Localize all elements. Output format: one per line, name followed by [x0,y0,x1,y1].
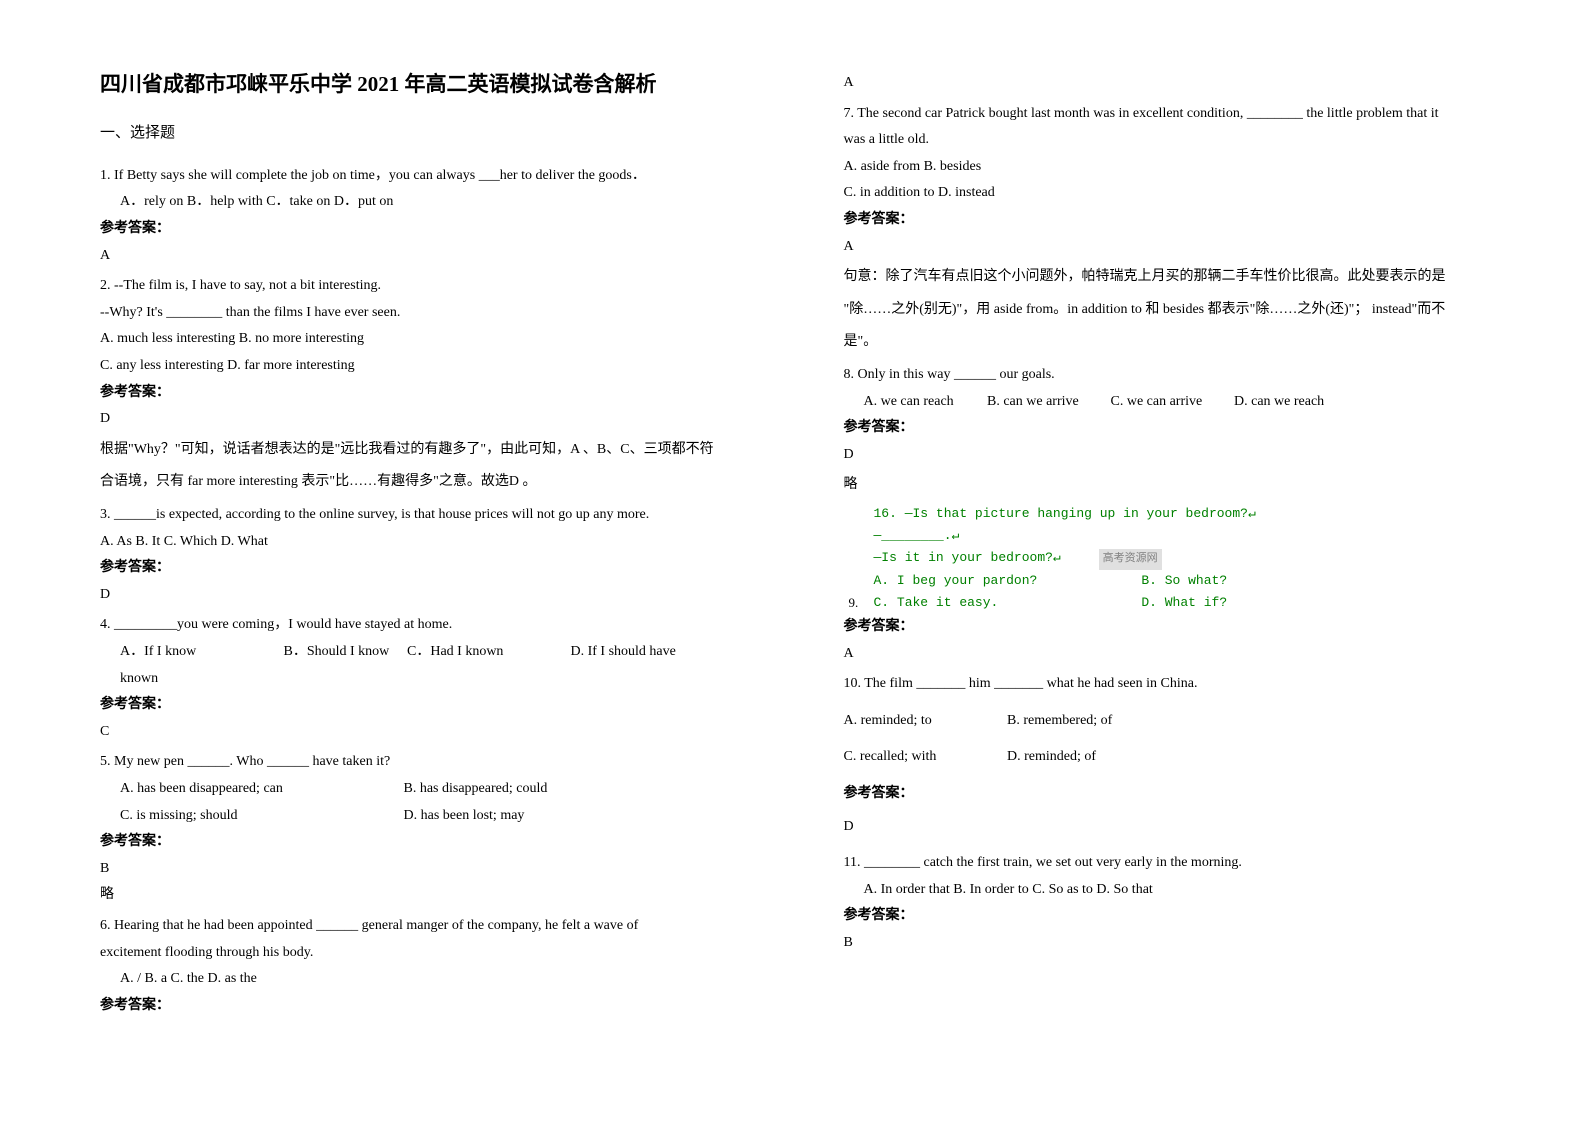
q10-d: D. reminded; of [1007,749,1096,764]
document-title: 四川省成都市邛崃平乐中学 2021 年高二英语模拟试卷含解析 [100,70,744,99]
q5-d: D. has been lost; may [404,808,525,823]
q8-d: D. can we reach [1234,394,1324,409]
q2-answer: D [100,406,744,433]
q2-line1: 2. --The film is, I have to say, not a b… [100,273,744,300]
q10-c: C. recalled; with [844,744,1004,771]
q5-b: B. has disappeared; could [404,781,548,796]
q9-l3-row: —Is it in your bedroom?↵ 高考资源网 [874,547,1488,570]
q11-text: 11. ________ catch the first train, we s… [844,850,1488,877]
q7-l1: 7. The second car Patrick bought last mo… [844,101,1488,128]
q7-l2: was a little old. [844,127,1488,154]
q8-options: A. we can reach B. can we arrive C. we c… [844,389,1488,416]
q6-l1: 6. Hearing that he had been appointed __… [100,913,744,940]
q5-text: 5. My new pen ______. Who ______ have ta… [100,749,744,776]
q9-answer: A [844,641,1488,668]
q6-options: A. / B. a C. the D. as the [100,966,744,993]
q7-exp2: "除……之外(别无)"，用 aside from。in addition to … [844,297,1488,324]
q10-row1: A. reminded; to B. remembered; of [844,708,1488,735]
q4-d2: known [100,666,744,693]
q5-row2: C. is missing; should D. has been lost; … [100,803,744,830]
q2-line2: --Why? It's ________ than the films I ha… [100,300,744,327]
q4-text: 4. _________you were coming，I would have… [100,612,744,639]
skip: 略 [100,882,744,909]
q7-optB: C. in addition to D. instead [844,180,1488,207]
q9-l1: 16. —Is that picture hanging up in your … [874,503,1488,525]
q8-answer: D [844,442,1488,469]
left-column: 四川省成都市邛崃平乐中学 2021 年高二英语模拟试卷含解析 一、选择题 1. … [0,0,794,1122]
q9-d: D. What if? [1141,595,1227,610]
q8-b: B. can we arrive [987,389,1107,416]
q9-b: B. So what? [1141,573,1227,588]
q4-c: C．Had I known [407,639,567,666]
q4-options: A．If I know B．Should I know C．Had I know… [100,639,744,666]
answer-label: 参考答案： [100,555,744,582]
q4-answer: C [100,719,744,746]
q5-answer: B [100,856,744,883]
q7-exp1: 句意：除了汽车有点旧这个小问题外，帕特瑞克上月买的那辆二手车性价比很高。此处要表… [844,264,1488,291]
answer-label: 参考答案： [100,216,744,243]
q11-answer: B [844,930,1488,957]
q9-row2: 9. C. Take it easy. D. What if? [874,592,1488,614]
q2-optB: C. any less interesting D. far more inte… [100,353,744,380]
answer-label: 参考答案： [844,903,1488,930]
answer-label: 参考答案： [100,380,744,407]
q10-answer: D [844,814,1488,841]
q9-a: A. I beg your pardon? [874,570,1134,592]
q5-row1: A. has been disappeared; can B. has disa… [100,776,744,803]
q7-answer: A [844,234,1488,261]
watermark: 高考资源网 [1099,549,1162,570]
q6-answer: A [844,70,1488,97]
q1-answer: A [100,243,744,270]
q1-options: A．rely on B．help with C．take on D．put on [100,189,744,216]
q8-a: A. we can reach [864,389,984,416]
section-header: 一、选择题 [100,119,744,148]
q6-l2: excitement flooding through his body. [100,940,744,967]
q9-box: 16. —Is that picture hanging up in your … [874,503,1488,614]
answer-label: 参考答案： [844,614,1488,641]
answer-label: 参考答案： [100,829,744,856]
q3-answer: D [100,582,744,609]
q8-text: 8. Only in this way ______ our goals. [844,362,1488,389]
q1-text: 1. If Betty says she will complete the j… [100,163,744,190]
q10-row2: C. recalled; with D. reminded; of [844,744,1488,771]
q2-exp2: 合语境，只有 far more interesting 表示"比……有趣得多"之… [100,469,744,496]
q4-b: B．Should I know [284,639,404,666]
answer-label: 参考答案： [100,692,744,719]
q9-l2: —________.↵ [874,525,1488,547]
q4-d: D. If I should have [571,644,676,659]
q9-c: C. Take it easy. [874,592,1134,614]
q9-num: 9. [849,592,859,614]
q11-options: A. In order that B. In order to C. So as… [844,877,1488,904]
q7-exp3: 是"。 [844,329,1488,356]
q5-c: C. is missing; should [120,803,400,830]
answer-label: 参考答案： [100,993,744,1020]
q5-a: A. has been disappeared; can [120,776,400,803]
answer-label: 参考答案： [844,781,1488,808]
q7-optA: A. aside from B. besides [844,154,1488,181]
answer-label: 参考答案： [844,207,1488,234]
q10-b: B. remembered; of [1007,713,1112,728]
q9-row1: A. I beg your pardon? B. So what? [874,570,1488,592]
answer-label: 参考答案： [844,415,1488,442]
q3-options: A. As B. It C. Which D. What [100,529,744,556]
q2-optA: A. much less interesting B. no more inte… [100,326,744,353]
q3-text: 3. ______is expected, according to the o… [100,502,744,529]
q4-a: A．If I know [120,639,280,666]
right-column: A 7. The second car Patrick bought last … [794,0,1587,1122]
q2-exp1: 根据"Why？"可知，说话者想表达的是"远比我看过的有趣多了"，由此可知，A 、… [100,437,744,464]
q8-c: C. we can arrive [1111,389,1231,416]
q10-a: A. reminded; to [844,708,1004,735]
q9-l3: —Is it in your bedroom?↵ [874,550,1061,565]
q10-text: 10. The film _______ him _______ what he… [844,671,1488,698]
skip: 略 [844,472,1488,499]
